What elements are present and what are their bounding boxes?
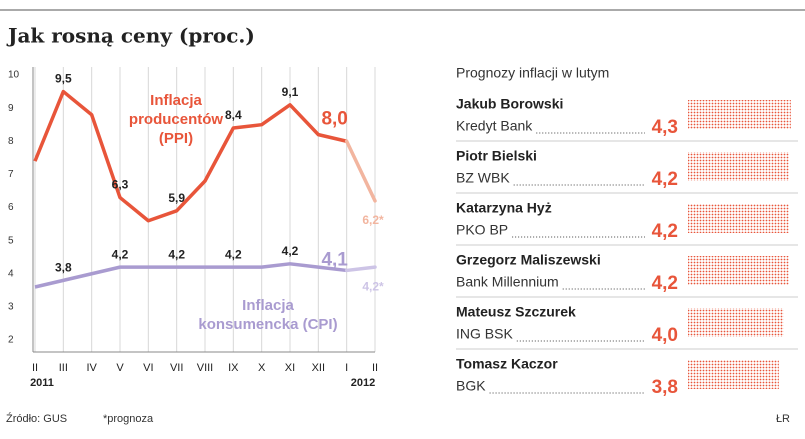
value-label: 4,2 [168,247,185,261]
person-name: Tomasz Kaczor [456,356,558,372]
y-tick-label: 7 [8,169,14,180]
series-name-line: konsumencka (CPI) [198,316,337,333]
page-title: Jak rosną ceny (proc.) [6,24,255,48]
series-name: Inflacja producentów (PPI) [129,92,223,147]
x-tick-label: II [372,362,378,374]
bar [688,204,789,233]
latest-label: 8,0 [321,108,347,129]
value-label: 4,2 [225,247,242,261]
y-tick-label: 8 [8,136,14,147]
year-label: 2011 [30,377,54,389]
person-name: Mateusz Szczurek [456,304,576,320]
person-name: Katarzyna Hyż [456,200,552,216]
series-name-line: Inflacja [150,92,202,109]
latest-label: 4,1 [321,249,348,270]
x-tick-label: II [32,362,38,374]
y-tick-label: 9 [8,103,14,114]
panel-title: Prognozy inflacji w lutym [456,65,609,81]
institution: PKO BP [456,222,508,238]
x-tick-label: III [59,362,68,374]
x-tick-label: IX [228,362,239,374]
value-label: 4,3 [652,117,678,138]
y-tick-label: 2 [8,335,14,346]
value-label: 4,2 [652,169,678,190]
y-tick-label: 3 [8,302,14,313]
note: *prognoza [103,413,154,425]
forecast-label: 4,2* [362,279,384,293]
x-tick-label: VI [143,362,153,374]
bar [688,360,779,389]
institution: Kredyt Bank [456,118,533,134]
series-name: Inflacja konsumencka (CPI) [198,297,337,333]
series-name-line: producentów [129,111,223,128]
bar [688,100,791,129]
bar [688,152,789,181]
y-tick-label: 5 [8,235,14,246]
series-line [33,89,348,223]
x-tick-label: VIII [197,362,214,374]
institution: BGK [456,378,486,394]
value-label: 4,2 [112,247,129,261]
value-label: 4,2 [282,244,299,258]
y-tick-label: 6 [8,202,14,213]
value-label: 3,8 [55,261,72,275]
year-label: 2012 [351,377,375,389]
x-tick-label: X [258,362,266,374]
x-tick-label: V [116,362,124,374]
person-name: Grzegorz Maliszewski [456,252,601,268]
value-label: 3,8 [652,377,678,398]
y-tick-label: 4 [8,268,14,279]
person-name: Jakub Borowski [456,96,563,112]
person-name: Piotr Bielski [456,148,537,164]
y-tick-label: 10 [8,70,20,81]
value-label: 5,9 [168,191,185,205]
institution: ING BSK [456,326,513,342]
x-tick-label: VII [170,362,183,374]
forecast-line [344,265,377,273]
value-label: 4,2 [652,273,678,294]
value-label: 4,2 [652,221,678,242]
x-tick-label: IV [86,362,97,374]
value-label: 8,4 [225,108,242,122]
series-name-line: (PPI) [159,130,193,147]
bar [688,256,789,285]
credit: ŁR [776,413,790,425]
institution: Bank Millennium [456,274,559,290]
forecast-label: 6,2* [362,213,384,227]
series-line [34,262,347,289]
institution: BZ WBK [456,170,510,186]
value-label: 9,1 [282,85,299,99]
source: Źródło: GUS [6,412,67,425]
value-label: 9,5 [55,72,72,86]
bar [688,308,784,337]
x-tick-label: XI [285,362,295,374]
series-name-line: Inflacja [242,297,294,314]
value-label: 6,3 [112,178,129,192]
value-label: 4,0 [652,325,678,346]
x-tick-label: XII [312,362,325,374]
x-tick-label: I [345,362,348,374]
forecast-line [344,139,377,203]
